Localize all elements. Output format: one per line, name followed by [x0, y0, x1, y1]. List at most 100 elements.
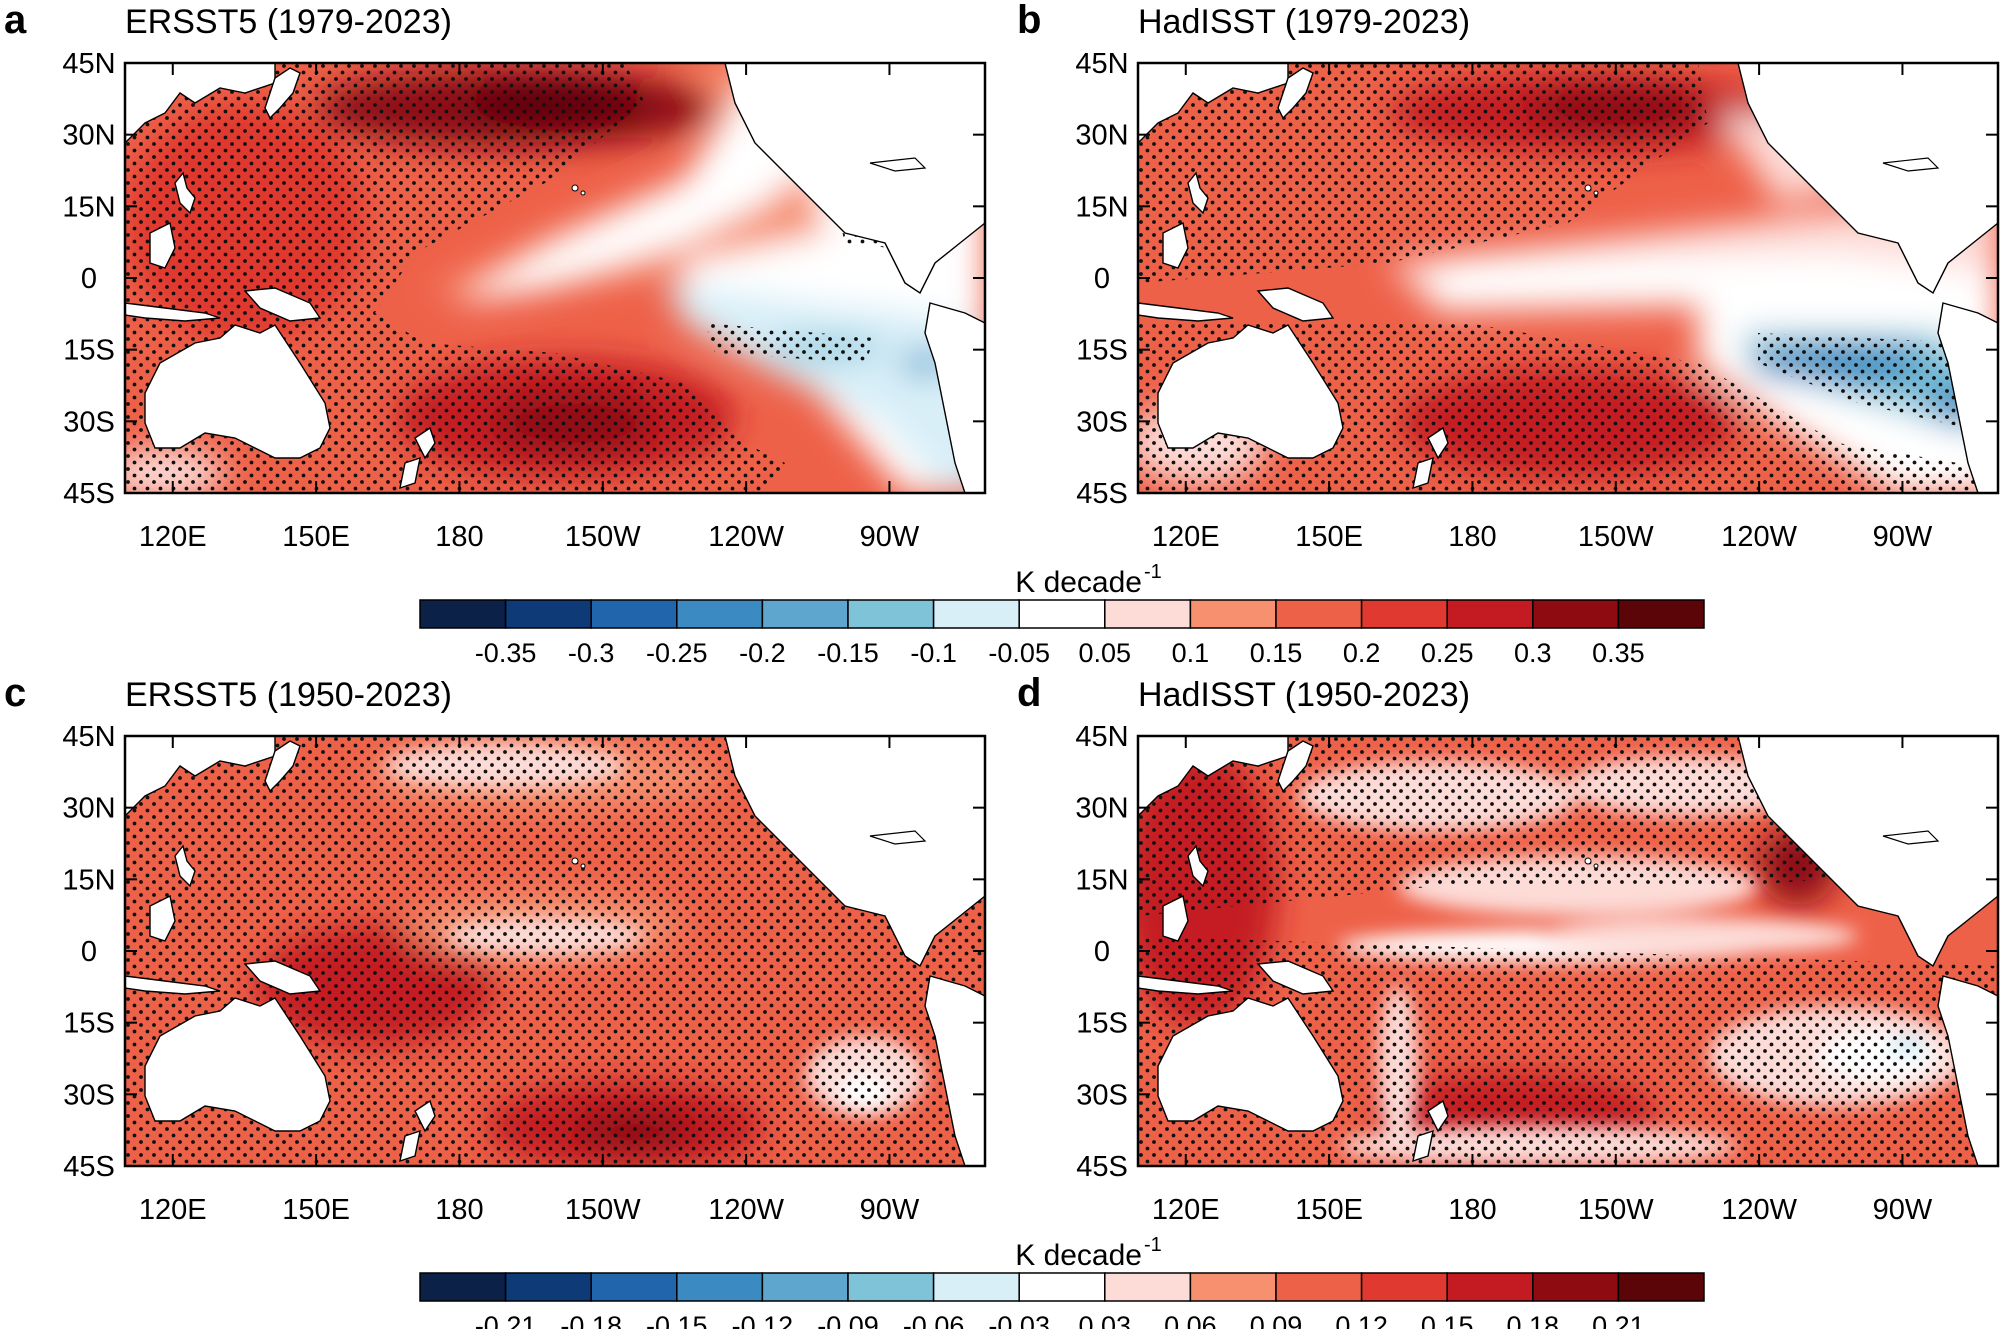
lat-tick-label: 45N [1075, 721, 1128, 753]
panel-c-map [123, 734, 987, 1168]
colorbar-swatch [676, 1272, 764, 1302]
panel-title: ERSST5 (1950-2023) [125, 676, 452, 714]
colorbar-label: 0.05 [1079, 638, 1132, 668]
colorbar-label: 0.35 [1592, 638, 1645, 668]
panel-letter: d [1017, 671, 1041, 715]
lat-tick-label: 0 [1094, 936, 1110, 968]
panel-title: HadISST (1979-2023) [1138, 3, 1470, 41]
colorbar-swatch [1189, 599, 1277, 629]
lon-tick-label: 120W [1721, 1194, 1797, 1226]
lon-tick-label: 150E [1295, 521, 1363, 553]
colorbar-swatch [590, 1272, 678, 1302]
colorbar-label: 0.3 [1514, 638, 1552, 668]
colorbar-label: -0.05 [988, 638, 1050, 668]
colorbar-swatch [847, 1272, 935, 1302]
lon-tick-label: 120W [1721, 521, 1797, 553]
colorbar-label: -0.03 [988, 1311, 1050, 1329]
lat-tick-label: 30S [1076, 406, 1128, 438]
panel-letter: b [1017, 0, 1041, 42]
lon-tick-label: 120W [708, 521, 784, 553]
colorbar-label: -0.1 [910, 638, 957, 668]
colorbar-label: 0.06 [1164, 1311, 1217, 1329]
colorbar-swatch [1018, 599, 1106, 629]
colorbar-label: -0.18 [560, 1311, 622, 1329]
colorbar-swatch [1018, 1272, 1106, 1302]
panel-a-map [123, 61, 987, 495]
lat-tick-label: 30N [62, 793, 115, 825]
panel-letter: c [4, 671, 26, 715]
colorbar-swatch [1360, 1272, 1448, 1302]
colorbar-label: 0.15 [1250, 638, 1303, 668]
lat-tick-label: 45S [63, 1151, 115, 1183]
lat-tick-label: 0 [81, 263, 97, 295]
colorbar-swatch [932, 1272, 1020, 1302]
colorbar-label: -0.15 [646, 1311, 708, 1329]
colorbar-label: -0.06 [903, 1311, 965, 1329]
colorbar-swatch [419, 1272, 507, 1302]
lon-tick-label: 90W [1873, 521, 1933, 553]
lat-tick-label: 15S [1076, 335, 1128, 367]
lat-tick-label: 15S [1076, 1008, 1128, 1040]
lat-tick-label: 45S [1076, 1151, 1128, 1183]
lon-tick-label: 180 [1448, 521, 1496, 553]
colorbar-label: 0.12 [1335, 1311, 1388, 1329]
lat-tick-label: 15N [62, 191, 115, 223]
colorbar-swatch [504, 1272, 592, 1302]
lon-tick-label: 150E [282, 1194, 350, 1226]
lat-tick-label: 0 [1094, 263, 1110, 295]
lat-tick-label: 30S [1076, 1079, 1128, 1111]
colorbar-label: -0.15 [817, 638, 879, 668]
colorbar-swatch [1446, 1272, 1534, 1302]
colorbar-swatch [1275, 1272, 1363, 1302]
colorbar-label: -0.25 [646, 638, 708, 668]
lon-tick-label: 150E [282, 521, 350, 553]
lon-tick-label: 90W [860, 1194, 920, 1226]
colorbar-swatch [1532, 599, 1620, 629]
lat-tick-label: 15S [63, 1008, 115, 1040]
panel-letter: a [4, 0, 27, 42]
colorbar-swatch [1617, 599, 1705, 629]
colorbar-swatch [761, 599, 849, 629]
lat-tick-label: 45N [1075, 48, 1128, 80]
colorbar-swatch [676, 599, 764, 629]
colorbar-label: 0.15 [1421, 1311, 1474, 1329]
colorbar-label: -0.12 [732, 1311, 794, 1329]
lon-tick-label: 120E [139, 1194, 207, 1226]
panel-d-map [1136, 734, 2000, 1168]
colorbar-swatch [504, 599, 592, 629]
lat-tick-label: 30S [63, 1079, 115, 1111]
panel-b-map [1136, 61, 2000, 495]
lat-tick-label: 15N [1075, 864, 1128, 896]
lon-tick-label: 180 [1448, 1194, 1496, 1226]
lat-tick-label: 15S [63, 335, 115, 367]
lon-tick-label: 180 [435, 1194, 483, 1226]
colorbar-swatch [1446, 599, 1534, 629]
colorbar-swatch [932, 599, 1020, 629]
colorbar-label: -0.09 [817, 1311, 879, 1329]
colorbar-swatch [1617, 1272, 1705, 1302]
lon-tick-label: 120E [139, 521, 207, 553]
colorbar-label: -0.35 [475, 638, 537, 668]
lat-tick-label: 45S [1076, 478, 1128, 510]
colorbar-label: 0.1 [1172, 638, 1210, 668]
lat-tick-label: 15N [62, 864, 115, 896]
colorbar-unit: K decade [1015, 566, 1142, 599]
colorbar-label: 0.2 [1343, 638, 1381, 668]
colorbar-label: 0.18 [1507, 1311, 1560, 1329]
colorbar-unit-superscript: -1 [1144, 1234, 1162, 1256]
colorbar-swatch [590, 599, 678, 629]
colorbar-label: 0.25 [1421, 638, 1474, 668]
lat-tick-label: 30S [63, 406, 115, 438]
colorbar-swatch [847, 599, 935, 629]
lon-tick-label: 120E [1152, 521, 1220, 553]
colorbar-swatch [1104, 1272, 1192, 1302]
colorbar-label: -0.2 [739, 638, 786, 668]
colorbar-swatch [419, 599, 507, 629]
lon-tick-label: 120W [708, 1194, 784, 1226]
lon-tick-label: 150W [565, 1194, 641, 1226]
colorbar-swatch [1360, 599, 1448, 629]
colorbar-swatch [1532, 1272, 1620, 1302]
lat-tick-label: 45N [62, 48, 115, 80]
lon-tick-label: 90W [1873, 1194, 1933, 1226]
colorbar-swatch [1189, 1272, 1277, 1302]
